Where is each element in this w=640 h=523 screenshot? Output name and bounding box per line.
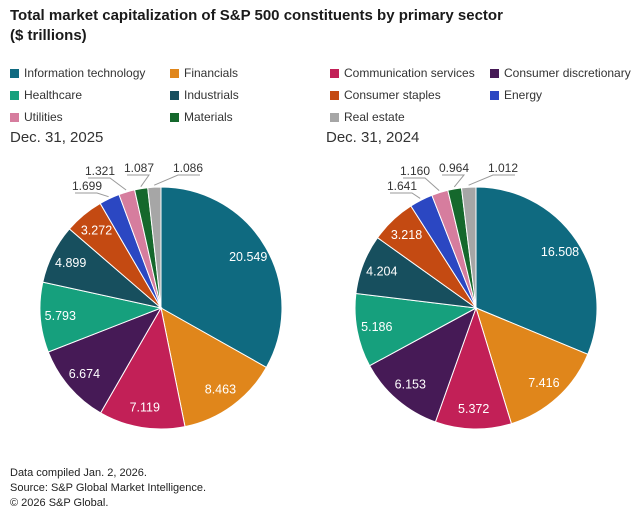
slice-value-label-energy: 1.699 (72, 179, 102, 193)
legend-label: Financials (184, 66, 239, 80)
legend-label: Energy (504, 88, 543, 102)
legend-swatch-communication-services (330, 68, 339, 78)
chart-title: Total market capitalization of S&P 500 c… (10, 7, 503, 45)
legend-label: Information technology (24, 66, 146, 80)
legend-label: Materials (184, 110, 233, 124)
pie-slice-financials (160, 307, 268, 428)
legend-swatch-real-estate (330, 112, 339, 122)
slice-value-label-financials: 7.416 (528, 376, 559, 390)
legend-item-materials: Materials (170, 106, 330, 128)
slice-value-label-communication-services: 7.119 (130, 401, 160, 415)
slice-value-label-information-technology: 20.549 (229, 250, 267, 264)
footnote-copyright: © 2026 S&P Global. (10, 497, 109, 509)
pie-2024-date-label: Dec. 31, 2024 (326, 129, 420, 146)
legend-swatch-financials (170, 68, 179, 78)
legend-label: Utilities (24, 110, 63, 124)
slice-value-label-consumer-discretionary: 6.153 (395, 378, 426, 392)
legend-item-healthcare: Healthcare (10, 84, 170, 106)
pie-slice-real-estate (460, 186, 477, 309)
footnote-data-compiled: Data compiled Jan. 2, 2026. (10, 467, 147, 479)
legend-label: Real estate (344, 110, 405, 124)
legend-swatch-utilities (10, 112, 19, 122)
legend-label: Consumer staples (344, 88, 441, 102)
pie-slice-healthcare (354, 292, 478, 367)
legend-label: Communication services (344, 66, 475, 80)
legend-swatch-materials (170, 112, 179, 122)
slice-value-label-real-estate: 1.012 (488, 161, 518, 175)
leader-line-materials (127, 174, 150, 187)
pie-2025-date-label: Dec. 31, 2025 (10, 129, 104, 146)
footnote-source: Source: S&P Global Market Intelligence. (10, 482, 207, 494)
slice-value-label-consumer-staples: 3.218 (391, 228, 422, 242)
slice-value-label-real-estate: 1.086 (173, 161, 203, 175)
legend-swatch-energy (490, 90, 499, 100)
legend-item-consumer-discretionary: Consumer discretionary (490, 62, 640, 84)
legend-swatch-industrials (170, 90, 179, 100)
pie-slice-information-technology (475, 186, 598, 355)
slice-value-label-materials: 0.964 (439, 161, 469, 175)
slice-value-label-healthcare: 5.793 (45, 309, 76, 323)
legend-item-communication-services: Communication services (330, 62, 490, 84)
pie-slice-real-estate (147, 186, 162, 309)
legend-swatch-healthcare (10, 90, 19, 100)
leader-line-real-estate (154, 174, 200, 186)
legend-label: Industrials (184, 88, 239, 102)
leader-line-energy (390, 192, 421, 199)
legend-item-industrials: Industrials (170, 84, 330, 106)
slice-value-label-communication-services: 5.372 (458, 402, 489, 416)
slice-value-label-consumer-discretionary: 6.674 (69, 367, 100, 381)
slice-value-label-consumer-staples: 3.272 (81, 223, 112, 237)
legend-item-real-estate: Real estate (330, 106, 490, 128)
slice-value-label-financials: 8.463 (205, 383, 236, 397)
legend-swatch-consumer-staples (330, 90, 339, 100)
pie-chart-2024: 16.508 7.416 5.372 6.153 5.186 4.204 3.218 1.64… (354, 161, 598, 430)
legend-item-consumer-staples: Consumer staples (330, 84, 490, 106)
pie-slice-communication-services (434, 306, 513, 430)
slice-value-label-energy: 1.641 (387, 179, 417, 193)
legend-label: Consumer discretionary (504, 66, 631, 80)
pie-chart-2025: 20.549 8.463 7.119 6.674 5.793 4.899 3.272 1.69… (39, 161, 283, 430)
legend-label: Healthcare (24, 88, 83, 102)
slice-value-label-industrials: 4.899 (55, 256, 86, 270)
legend-item-utilities: Utilities (10, 106, 170, 128)
legend-item-information-technology: Information technology (10, 62, 170, 84)
leader-line-utilities (403, 177, 440, 191)
footnotes: Data compiled Jan. 2, 2026. Source: S&P … (10, 466, 206, 511)
legend-item-energy: Energy (490, 84, 640, 106)
legend-item-financials: Financials (170, 62, 330, 84)
pie-slice-communication-services (99, 306, 186, 430)
legend: Information technology Financials Communic… (10, 62, 640, 128)
slice-value-label-information-technology: 16.508 (541, 245, 579, 259)
slice-value-label-utilities: 1.160 (400, 164, 430, 178)
pie-slice-consumer-discretionary (368, 306, 477, 423)
legend-swatch-consumer-discretionary (490, 68, 499, 78)
leader-line-energy (75, 192, 109, 198)
pie-slice-consumer-discretionary (47, 307, 163, 414)
leader-line-materials (442, 174, 466, 188)
leader-line-utilities (88, 177, 127, 191)
slice-value-label-industrials: 4.204 (366, 265, 397, 279)
slice-value-label-healthcare: 5.186 (361, 320, 392, 334)
slice-value-label-utilities: 1.321 (85, 164, 115, 178)
pie-slice-information-technology (160, 186, 283, 369)
legend-swatch-information-technology (10, 68, 19, 78)
slice-value-label-materials: 1.087 (124, 161, 154, 175)
leader-line-real-estate (468, 174, 515, 186)
pie-slice-financials (475, 307, 589, 425)
